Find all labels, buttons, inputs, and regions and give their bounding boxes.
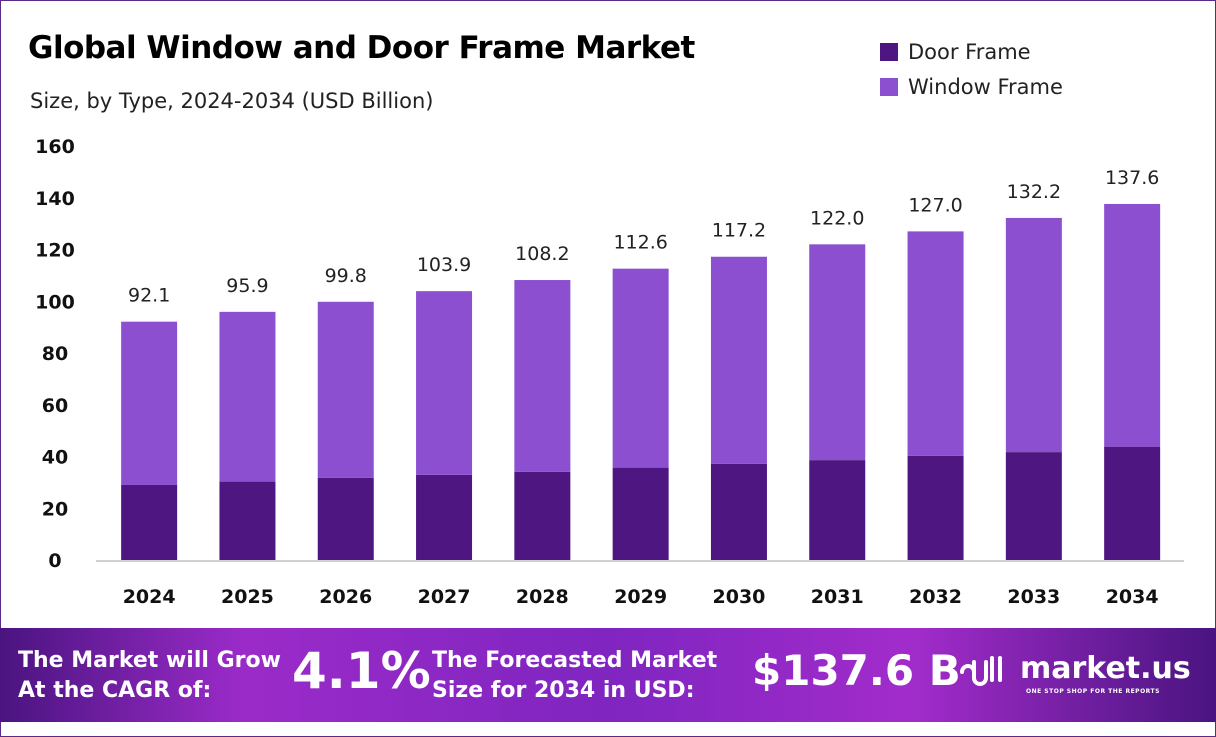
data-label-total: 127.0 [908, 194, 962, 216]
bar-door-2026 [317, 477, 374, 560]
y-tick-label: 100 [35, 291, 75, 313]
market-us-logo: market.us ONE STOP SHOP FOR THE REPORTS [958, 650, 1191, 695]
bar-door-2034 [1104, 446, 1161, 560]
forecast-label-line2: Size for 2034 in USD: [432, 678, 695, 703]
data-label-total: 99.8 [325, 265, 367, 287]
cagr-label: The Market will Grow At the CAGR of: [18, 646, 281, 706]
x-tick-label: 2030 [713, 586, 766, 608]
y-tick-label: 80 [42, 343, 68, 365]
bar-door-2025 [219, 481, 276, 560]
cagr-label-line1: The Market will Grow [18, 648, 281, 673]
y-tick-label: 160 [35, 136, 75, 158]
x-tick-label: 2031 [811, 586, 864, 608]
x-tick-label: 2026 [319, 586, 372, 608]
x-tick-label: 2034 [1106, 586, 1159, 608]
legend-item-window-frame: Window Frame [880, 69, 1063, 104]
bar-window-2028 [514, 280, 571, 472]
y-tick-label: 120 [35, 240, 75, 262]
legend-item-door-frame: Door Frame [880, 34, 1063, 69]
data-label-total: 103.9 [417, 254, 471, 276]
x-tick-label: 2033 [1007, 586, 1060, 608]
y-tick-label: 40 [42, 447, 68, 469]
x-tick-label: 2032 [909, 586, 962, 608]
bar-door-2031 [809, 460, 866, 560]
bar-window-2032 [907, 231, 964, 456]
bar-chart: 0 20 40 60 80 100 120 140 160 92.1 2024 95.9 2025 99.… [35, 136, 1184, 608]
data-label-total: 108.2 [515, 243, 569, 265]
data-label-total: 112.6 [613, 232, 667, 254]
y-tick-label: 0 [48, 550, 61, 572]
brand-name: market.us [1020, 650, 1191, 686]
cagr-value: 4.1% [292, 642, 431, 700]
forecast-label: The Forecasted Market Size for 2034 in US… [432, 646, 717, 706]
bar-window-2030 [710, 256, 767, 464]
x-tick-label: 2024 [123, 586, 176, 608]
data-label-total: 117.2 [712, 220, 766, 242]
legend-swatch-window [880, 77, 898, 96]
x-tick-label: 2025 [221, 586, 274, 608]
chart-subtitle: Size, by Type, 2024-2034 (USD Billion) [30, 89, 434, 113]
footer-banner: The Market will Grow At the CAGR of: 4.1%… [0, 628, 1216, 722]
forecast-label-line1: The Forecasted Market [432, 648, 718, 673]
bar-window-2033 [1005, 217, 1062, 453]
bar-door-2027 [416, 474, 473, 560]
bar-door-2032 [907, 455, 964, 560]
legend-label: Door Frame [908, 39, 1031, 64]
bar-door-2024 [121, 484, 178, 560]
x-tick-label: 2028 [516, 586, 569, 608]
bar-door-2028 [514, 471, 571, 560]
legend: Door Frame Window Frame [880, 34, 1063, 104]
data-label-total: 122.0 [810, 207, 864, 229]
x-tick-label: 2029 [614, 586, 667, 608]
y-tick-label: 20 [42, 498, 68, 520]
cagr-label-line2: At the CAGR of: [18, 678, 212, 703]
x-tick-label: 2027 [418, 586, 471, 608]
bar-window-2026 [317, 301, 374, 478]
bar-door-2029 [612, 467, 669, 560]
data-label-total: 92.1 [128, 285, 170, 307]
y-tick-label: 140 [35, 188, 75, 210]
bar-door-2030 [710, 463, 767, 560]
legend-swatch-door [880, 42, 898, 61]
bar-window-2024 [121, 321, 178, 485]
bar-door-2033 [1005, 452, 1062, 560]
bar-window-2034 [1104, 203, 1161, 447]
legend-label: Window Frame [908, 74, 1063, 99]
data-label-total: 132.2 [1007, 181, 1061, 203]
data-label-total: 95.9 [226, 275, 268, 297]
bar-window-2029 [612, 268, 669, 468]
forecast-value: $137.6 B [752, 646, 961, 695]
brand-tagline: ONE STOP SHOP FOR THE REPORTS [1026, 688, 1160, 695]
chart-title: Global Window and Door Frame Market [28, 30, 695, 66]
market-us-logo-icon [960, 656, 1002, 686]
bar-window-2031 [809, 244, 866, 461]
data-label-total: 137.6 [1105, 167, 1159, 189]
bar-window-2027 [416, 291, 473, 475]
bar-window-2025 [219, 311, 276, 482]
y-tick-label: 60 [42, 395, 68, 417]
